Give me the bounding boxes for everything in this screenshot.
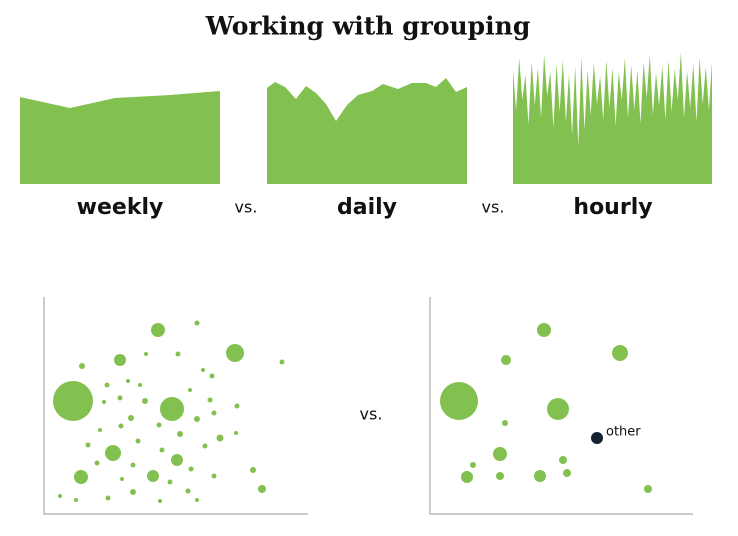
bubble: [612, 345, 628, 361]
bubble: [118, 423, 124, 429]
title: Working with grouping: [205, 12, 531, 41]
bubble: [79, 363, 85, 369]
bubble: [120, 477, 124, 481]
bubble: [167, 479, 173, 485]
bubble: [138, 383, 142, 387]
bubble: [493, 447, 507, 461]
bubble: [440, 382, 478, 420]
bubble: [547, 398, 569, 420]
bubble: [202, 443, 208, 449]
label: vs.: [235, 198, 258, 217]
bubble: [470, 462, 476, 468]
bubble: [201, 368, 205, 372]
bubble: [135, 438, 141, 444]
scatter-left: [53, 320, 285, 503]
axis: [429, 297, 693, 515]
bubble: [563, 469, 571, 477]
bubble: [177, 431, 183, 437]
separator: vs.: [360, 405, 383, 424]
bubble: [94, 460, 100, 466]
bubble: [102, 400, 106, 404]
bubble: [105, 445, 121, 461]
bubble: [128, 415, 134, 421]
bubble: [559, 456, 567, 464]
bubble: [160, 397, 184, 421]
bubble: [114, 354, 126, 366]
bubble: [117, 395, 123, 401]
bubble: [151, 323, 165, 337]
bubble: [98, 428, 102, 432]
bubble: [234, 431, 238, 435]
bubble: [104, 382, 110, 388]
label: weekly: [77, 195, 164, 220]
bubble: [58, 494, 62, 498]
bubble: [144, 352, 148, 356]
bubble: [147, 470, 159, 482]
label: hourly: [573, 195, 652, 220]
hourly-area: [513, 52, 712, 184]
bubble: [258, 485, 266, 493]
bubble: [226, 344, 244, 362]
bubble: [534, 470, 546, 482]
bubble: [250, 467, 256, 473]
bubble: [211, 473, 217, 479]
bubble: [159, 447, 165, 453]
bubble: [158, 499, 162, 503]
label: daily: [337, 195, 397, 220]
bubble: [126, 379, 130, 383]
bubble: [207, 397, 213, 403]
bubble: [537, 323, 551, 337]
bubble: [142, 398, 148, 404]
bubble: [194, 416, 200, 422]
bubble: [194, 320, 200, 326]
bubble: [209, 373, 215, 379]
bubble: [502, 420, 508, 426]
bubble: [234, 403, 240, 409]
axis: [43, 297, 308, 515]
bubble: [156, 422, 162, 428]
bubble: [130, 489, 136, 495]
bubble: [74, 470, 88, 484]
label: vs.: [482, 198, 505, 217]
bubble: [105, 495, 111, 501]
daily-area: [267, 78, 467, 184]
bubble: [175, 351, 181, 357]
bubble: [74, 498, 78, 502]
bubble: [211, 410, 217, 416]
bubble: [195, 498, 199, 502]
bubble: [185, 488, 191, 494]
weekly-area: [20, 91, 220, 184]
other-dot: [591, 432, 603, 444]
bubble: [279, 359, 285, 365]
scatter-right: [440, 323, 652, 493]
bubble: [171, 454, 183, 466]
bubble: [85, 442, 91, 448]
bubble: [461, 471, 473, 483]
bubble: [216, 434, 224, 442]
bubble: [501, 355, 511, 365]
bubble: [130, 462, 136, 468]
other-label: other: [606, 425, 641, 440]
bubble: [188, 388, 192, 392]
bubble: [188, 466, 194, 472]
bubble: [53, 381, 93, 421]
bubble: [644, 485, 652, 493]
bubble: [496, 472, 504, 480]
